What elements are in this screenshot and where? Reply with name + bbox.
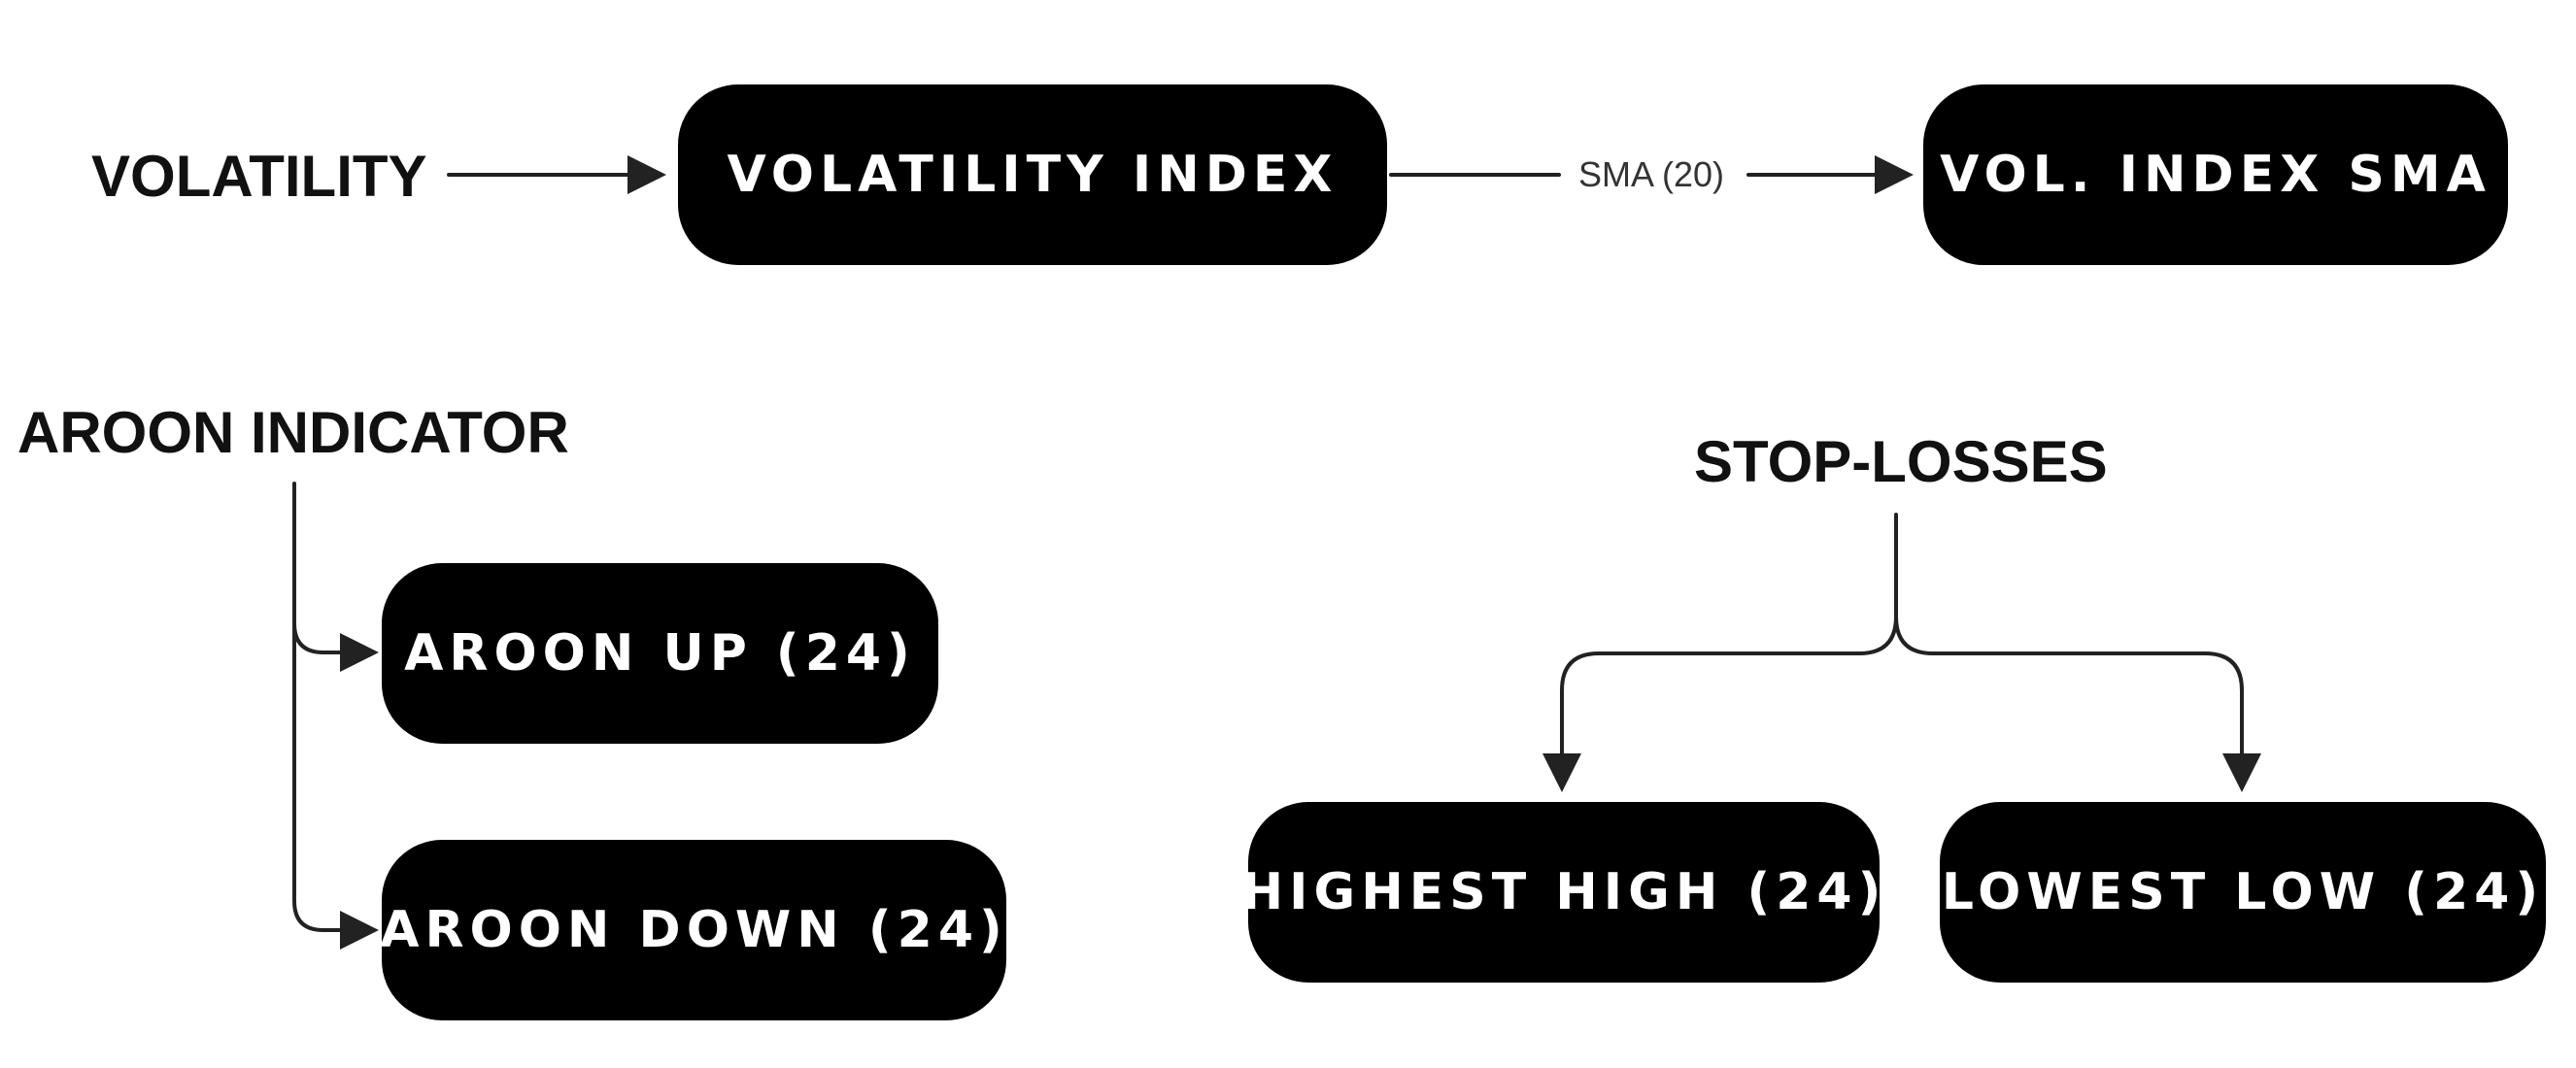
aroon-trunk-line — [292, 482, 379, 950]
stoplosses-left-branch — [1542, 615, 1898, 792]
aroon-up-branch — [292, 621, 379, 672]
volatility-index-node: VOLATILITY INDEX — [678, 84, 1387, 265]
volatility-label: VOLATILITY — [91, 144, 427, 209]
aroon-up-node: AROON UP (24) — [382, 563, 938, 744]
aroon-indicator-label: AROON INDICATOR — [17, 400, 569, 465]
highest-high-node: HIGHEST HIGH (24) — [1241, 802, 1881, 983]
sma-edge-label: SMA (20) — [1578, 154, 1725, 194]
vol-index-sma-node: VOL. INDEX SMA — [1923, 84, 2508, 265]
lowest-low-node: LOWEST LOW (24) — [1940, 802, 2546, 983]
stop-losses-label: STOP-LOSSES — [1694, 429, 2108, 494]
stoplosses-right-branch — [1894, 615, 2261, 792]
aroon-down-node: AROON DOWN (24) — [380, 840, 1006, 1020]
